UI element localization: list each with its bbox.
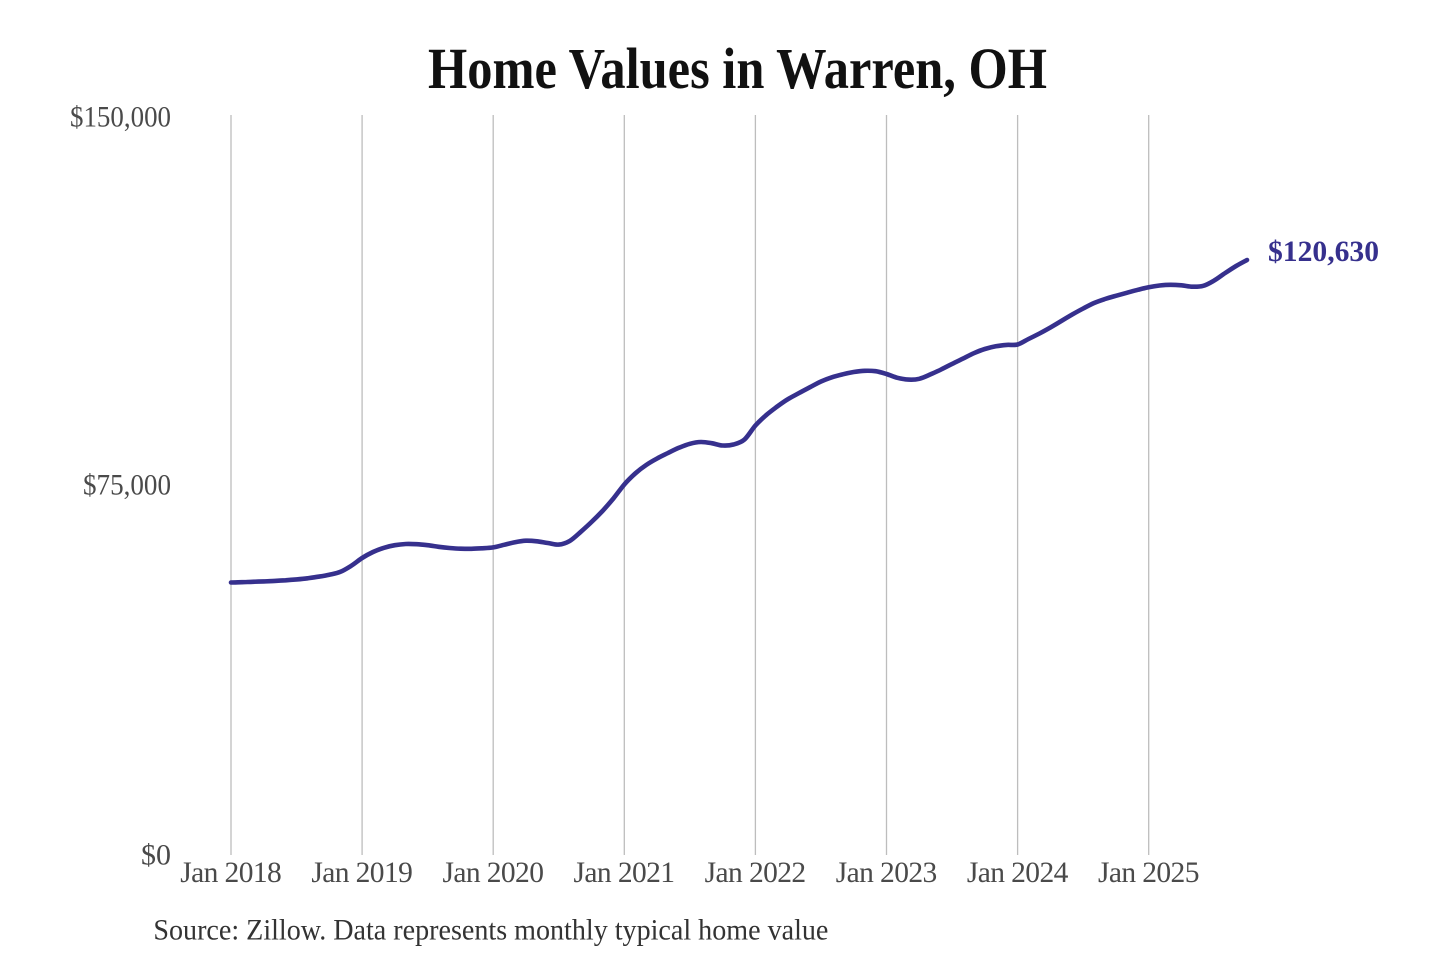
svg-text:Jan 2025: Jan 2025 <box>1098 857 1200 889</box>
svg-text:Jan 2019: Jan 2019 <box>311 857 413 889</box>
svg-text:Jan 2018: Jan 2018 <box>180 857 282 889</box>
svg-text:Jan 2022: Jan 2022 <box>705 857 807 889</box>
svg-text:Home Values in Warren, OH: Home Values in Warren, OH <box>428 36 1047 101</box>
svg-text:$150,000: $150,000 <box>70 101 171 133</box>
svg-text:Jan 2024: Jan 2024 <box>967 857 1069 889</box>
svg-text:$75,000: $75,000 <box>83 470 171 502</box>
svg-text:Jan 2021: Jan 2021 <box>574 857 676 889</box>
svg-text:Jan 2023: Jan 2023 <box>836 857 938 889</box>
svg-text:$0: $0 <box>141 839 171 871</box>
svg-text:$120,630: $120,630 <box>1268 235 1379 268</box>
svg-text:Source: Zillow. Data represent: Source: Zillow. Data represents monthly … <box>153 914 828 946</box>
svg-text:Jan 2020: Jan 2020 <box>442 857 544 889</box>
